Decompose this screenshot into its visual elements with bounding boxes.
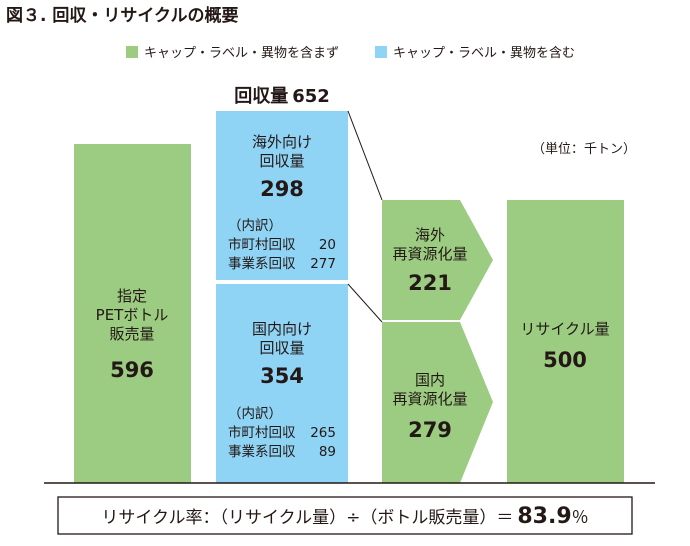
domestic-breakdown-municipal-label: 市町村回収: [228, 424, 296, 441]
bar-sales-label-1: 指定: [117, 287, 147, 305]
arrow-domestic-recycling-label-2: 再資源化量: [392, 390, 467, 408]
formula: リサイクル率：（リサイクル量）÷（ボトル販売量）＝ 83.9％: [101, 504, 588, 529]
bar-domestic-collection-label-1: 国内向け: [252, 320, 312, 338]
formula-box: [57, 496, 633, 535]
domestic-breakdown-title: （内訳）: [228, 406, 282, 422]
bar-recycling-total-value: 500: [543, 348, 587, 372]
legend-label-including: キャップ・ラベル・異物を含む: [393, 45, 575, 61]
arrow-domestic-recycling: [382, 322, 493, 483]
formula-text: リサイクル率：（リサイクル量）÷（ボトル販売量）＝: [101, 508, 513, 528]
bar-overseas-collection-value: 298: [260, 177, 304, 201]
bar-sales-label-3: 販売量: [109, 325, 154, 343]
connector-domestic-top: [347, 283, 383, 323]
bar-overseas-collection-label-2: 回収量: [259, 152, 304, 170]
bar-overseas-collection-label-1: 海外向け: [252, 133, 312, 151]
bar-domestic-collection: [216, 284, 348, 483]
domestic-breakdown-business-label: 事業系回収: [228, 444, 296, 460]
legend-swatch-blue: [375, 46, 387, 58]
total-collection-heading: 回収量 652: [234, 85, 330, 107]
connector-overseas-top: [347, 110, 383, 201]
arrow-overseas-recycling-label-2: 再資源化量: [392, 245, 467, 263]
formula-value: 83.9: [517, 504, 571, 529]
overseas-breakdown-municipal-label: 市町村回収: [228, 236, 296, 253]
arrow-overseas-recycling-label-1: 海外: [415, 226, 445, 244]
bar-domestic-collection-label-2: 回収量: [259, 339, 304, 357]
bar-recycling-total: [507, 200, 624, 483]
bar-sales-value: 596: [110, 358, 154, 382]
bar-domestic-collection-value: 354: [260, 364, 304, 388]
total-collection-value: 652: [292, 86, 330, 107]
bar-sales: [74, 144, 191, 483]
overseas-breakdown-business-value: 277: [310, 256, 336, 272]
total-collection-label: 回収量: [234, 85, 288, 107]
arrow-overseas-recycling-value: 221: [408, 271, 452, 295]
bar-sales-label-2: PETボトル: [96, 306, 169, 324]
legend-label-excluding: キャップ・ラベル・異物を含まず: [144, 45, 339, 61]
overseas-breakdown-title: （内訳）: [228, 218, 282, 234]
overseas-breakdown-municipal-value: 20: [319, 237, 336, 253]
formula-unit: ％: [572, 508, 589, 528]
overseas-breakdown-business-label: 事業系回収: [228, 256, 296, 272]
bar-recycling-total-label: リサイクル量: [520, 320, 609, 338]
arrow-domestic-recycling-label-1: 国内: [415, 371, 445, 389]
arrow-overseas-recycling: [382, 200, 493, 320]
domestic-breakdown-municipal-value: 265: [310, 425, 336, 441]
bar-overseas-collection: [216, 111, 348, 280]
unit-label: （単位：千トン）: [532, 141, 636, 157]
arrow-domestic-recycling-value: 279: [408, 418, 452, 442]
figure-title: 図３. 回収・リサイクルの概要: [6, 5, 239, 26]
legend-swatch-green: [126, 46, 138, 58]
domestic-breakdown-business-value: 89: [319, 444, 336, 460]
